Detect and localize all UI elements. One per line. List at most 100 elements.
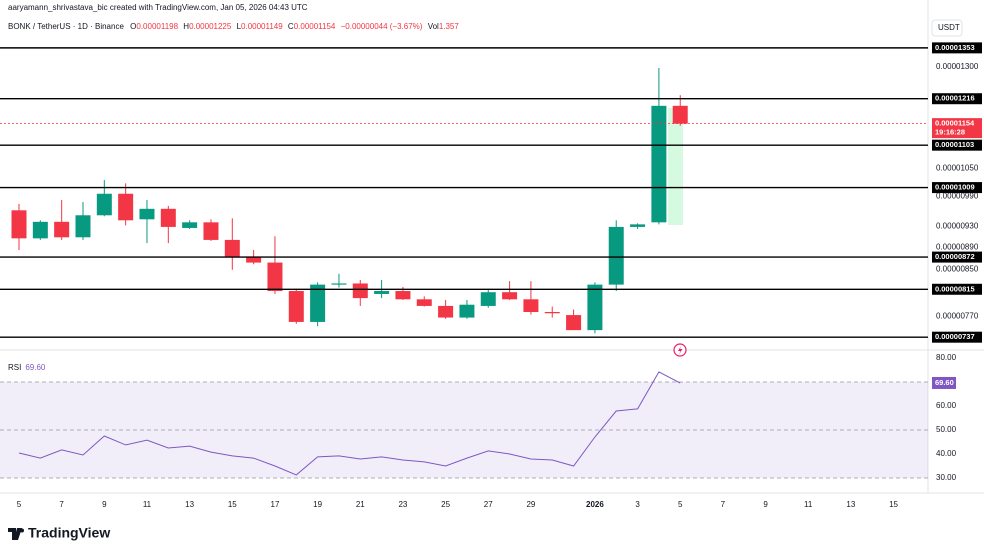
x-tick-label: 13 xyxy=(846,500,855,509)
rsi-badge xyxy=(932,376,956,389)
x-tick-label: 25 xyxy=(441,500,450,509)
level-badge xyxy=(932,93,982,105)
candle-body xyxy=(459,304,475,318)
x-tick-label: 9 xyxy=(102,500,107,509)
change: −0.00000044 (−3.67%) xyxy=(341,22,423,31)
candle-body xyxy=(416,299,432,306)
price-tick-label: 0.00001050 xyxy=(936,164,979,173)
candle-body xyxy=(288,291,304,322)
x-tick-label: 2026 xyxy=(586,500,604,509)
rsi-tick-label: 50.00 xyxy=(936,425,957,434)
candle-body xyxy=(267,262,283,292)
level-label: 0.00001009 xyxy=(935,183,975,192)
field-key: L xyxy=(237,22,242,31)
x-tick-label: 17 xyxy=(271,500,280,509)
x-tick-label: 9 xyxy=(763,500,768,509)
candle-body xyxy=(544,312,560,314)
candle-body xyxy=(11,210,27,239)
alert-icon[interactable] xyxy=(673,343,687,357)
candle-body xyxy=(331,283,347,285)
unit-box[interactable] xyxy=(931,19,963,37)
level-label: 0.00000737 xyxy=(935,332,975,341)
candle-body xyxy=(630,224,646,227)
x-tick-label: 5 xyxy=(678,500,683,509)
x-tick-label: 23 xyxy=(398,500,407,509)
rsi-tick-label: 40.00 xyxy=(936,449,957,458)
level-label: 0.00001353 xyxy=(935,43,975,52)
x-tick-label: 19 xyxy=(313,500,322,509)
candle-body xyxy=(608,226,624,285)
candle-body xyxy=(75,215,91,238)
price-tick-label: 0.00000770 xyxy=(936,311,979,320)
x-tick-label: 7 xyxy=(59,500,64,509)
field-value: 0.00001225 xyxy=(189,22,232,31)
x-tick-label: 27 xyxy=(484,500,493,509)
rsi-badge-label: 69.60 xyxy=(935,378,954,387)
x-tick-label: 5 xyxy=(17,500,22,509)
price-tick-label: 0.00000990 xyxy=(936,192,979,201)
level-badge xyxy=(932,42,982,54)
x-tick-label: 3 xyxy=(635,500,640,509)
level-badge xyxy=(932,331,982,343)
symbol-line: BONK / TetherUS · 1D · Binance O0.000011… xyxy=(8,22,459,31)
x-tick-label: 13 xyxy=(185,500,194,509)
level-badge xyxy=(932,283,982,295)
field-key: C xyxy=(288,22,294,31)
candle-body xyxy=(246,257,262,263)
candle-body xyxy=(566,315,582,331)
x-tick-label: 11 xyxy=(143,500,152,509)
candle-body xyxy=(587,284,603,331)
candle-body xyxy=(395,291,411,300)
candle-body xyxy=(438,305,454,318)
last-price-badge xyxy=(932,118,982,139)
candle-body xyxy=(54,221,70,238)
field-value: 0.00001198 xyxy=(136,22,178,31)
rsi-tick-label: 80.00 xyxy=(936,353,957,362)
volume: 1.357 xyxy=(439,22,460,31)
level-label: 0.00000815 xyxy=(935,284,975,293)
candle-body xyxy=(672,105,688,124)
candle-body xyxy=(96,193,112,216)
logo-dot[interactable] xyxy=(20,528,24,533)
price-tick-label: 0.00001300 xyxy=(936,62,979,71)
candle-body xyxy=(139,208,155,220)
axis-unit[interactable]: USDT xyxy=(938,23,960,32)
candle-body xyxy=(118,193,134,221)
x-tick-label: 29 xyxy=(526,500,535,509)
candle-body xyxy=(203,222,219,240)
logo-text[interactable]: TradingView xyxy=(28,525,110,541)
price-tick-label: 0.00000930 xyxy=(936,222,979,231)
alert-bolt[interactable] xyxy=(678,346,683,355)
rsi-legend: RSI 69.60 xyxy=(8,363,46,372)
candle-body xyxy=(310,284,326,322)
level-badge xyxy=(932,251,982,263)
field-value: 0.00001149 xyxy=(241,22,283,31)
candle-body xyxy=(480,292,496,306)
rsi-line xyxy=(18,371,681,476)
rsi-tick-label: 30.00 xyxy=(936,473,957,482)
candle-body xyxy=(523,299,539,313)
candle-body xyxy=(651,105,667,223)
level-label: 0.00000872 xyxy=(935,252,975,261)
field-key: H xyxy=(183,22,189,31)
field-value: 0.00001154 xyxy=(294,22,336,31)
volume-key: Vol xyxy=(428,22,439,31)
candle-body xyxy=(224,239,240,258)
logo-mark[interactable] xyxy=(8,528,24,540)
candle-body xyxy=(160,208,176,227)
rsi-tick-label: 60.00 xyxy=(936,401,957,410)
field-key: O xyxy=(130,22,136,31)
countdown: 19:16:28 xyxy=(935,128,965,137)
level-badge xyxy=(932,182,982,194)
rsi-name: RSI xyxy=(8,363,21,372)
x-tick-label: 15 xyxy=(889,500,898,509)
candle-body xyxy=(352,283,368,299)
price-tick-label: 0.00000890 xyxy=(936,242,979,251)
candle-body xyxy=(182,222,198,228)
logo[interactable]: TradingView xyxy=(8,525,110,541)
candle-body xyxy=(374,291,390,294)
level-badge xyxy=(932,139,982,151)
candle-body xyxy=(502,292,518,300)
